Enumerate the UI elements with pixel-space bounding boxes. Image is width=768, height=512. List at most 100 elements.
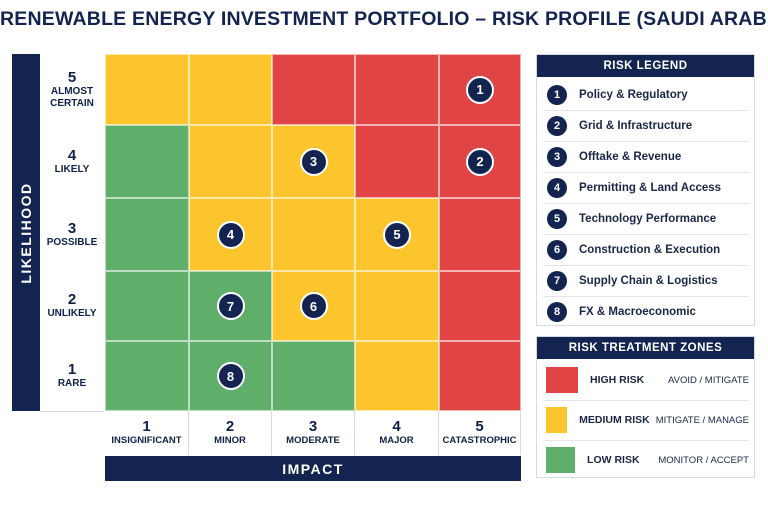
likelihood-name: ALMOST <box>50 85 94 97</box>
risk-marker-7: 7 <box>216 292 245 320</box>
legend-item-8: 8 FX & Macroeconomic <box>543 296 749 327</box>
likelihood-name: LIKELY <box>54 163 90 175</box>
matrix-cell-red <box>439 271 521 341</box>
matrix-cell-yellow <box>189 54 272 125</box>
impact-number: 2 <box>225 418 235 435</box>
impact-label-1: 1 INSIGNIFICANT <box>105 411 189 455</box>
legend-label: Policy & Regulatory <box>579 88 688 101</box>
legend-item-2: 2 Grid & Infrastructure <box>543 110 749 142</box>
risk-marker-8: 8 <box>216 362 245 390</box>
impact-number: 1 <box>142 418 151 435</box>
matrix-cell-yellow <box>355 271 439 341</box>
legend-number-badge: 3 <box>547 146 567 167</box>
impact-label-5: 5 CATASTROPHIC <box>439 411 521 455</box>
likelihood-number: 1 <box>67 361 77 378</box>
legend-number-badge: 1 <box>547 84 567 105</box>
zone-swatch <box>546 447 576 473</box>
matrix-cell-green <box>105 271 189 341</box>
risk-legend-panel: RISK LEGEND 1 Policy & Regulatory 2 Grid & … <box>536 54 755 326</box>
legend-item-7: 7 Supply Chain & Logistics <box>543 265 749 297</box>
zone-name: MEDIUM RISK <box>579 414 650 426</box>
impact-number: 4 <box>392 418 401 435</box>
legend-number-badge: 8 <box>547 301 567 322</box>
zone-action: MITIGATE / MANAGE <box>655 414 749 426</box>
matrix-cell-red <box>272 54 355 125</box>
legend-label: FX & Macroeconomic <box>579 305 696 318</box>
legend-label: Grid & Infrastructure <box>579 119 693 132</box>
legend-label: Offtake & Revenue <box>579 150 682 163</box>
zone-name: LOW RISK <box>587 454 640 466</box>
likelihood-name: CERTAIN <box>50 97 94 109</box>
legend-number-badge: 5 <box>547 208 567 229</box>
legend-item-5: 5 Technology Performance <box>543 203 749 235</box>
legend-item-3: 3 Offtake & Revenue <box>543 141 749 173</box>
matrix-cell-yellow <box>105 54 189 125</box>
impact-number: 5 <box>475 418 484 435</box>
likelihood-number: 3 <box>67 219 77 237</box>
impact-name: INSIGNIFICANT <box>111 435 182 446</box>
y-axis-title-bar: LIKELIHOOD <box>12 54 40 411</box>
legend-number-badge: 6 <box>547 239 567 260</box>
zone-name: HIGH RISK <box>590 374 645 386</box>
matrix-cell-yellow <box>189 125 272 198</box>
impact-name: CATASTROPHIC <box>442 435 517 446</box>
matrix-cell-yellow <box>355 341 439 411</box>
matrix-cell-red <box>439 198 521 271</box>
matrix-cell-green <box>105 341 189 411</box>
likelihood-label-4: 4 LIKELY <box>40 125 104 199</box>
zone-swatch <box>546 367 578 393</box>
zone-green: LOW RISK MONITOR / ACCEPT <box>543 440 749 480</box>
legend-number-badge: 2 <box>547 115 567 136</box>
matrix-cell-red <box>355 125 439 198</box>
impact-name: MAJOR <box>379 435 414 446</box>
likelihood-label-3: 3 POSSIBLE <box>40 198 104 272</box>
likelihood-label-5: 5 ALMOST CERTAIN <box>40 54 104 126</box>
zone-yellow: MEDIUM RISK MITIGATE / MANAGE <box>543 400 749 441</box>
legend-item-6: 6 Construction & Execution <box>543 234 749 266</box>
likelihood-label-2: 2 UNLIKELY <box>40 271 104 342</box>
impact-label-3: 3 MODERATE <box>272 411 355 455</box>
risk-marker-5: 5 <box>383 220 411 249</box>
matrix-cell-green <box>105 198 189 271</box>
risk-marker-1: 1 <box>466 75 494 104</box>
matrix-cell-yellow <box>272 198 355 271</box>
matrix-cell-green <box>272 341 355 411</box>
legend-item-4: 4 Permitting & Land Access <box>543 172 749 204</box>
zone-swatch <box>546 407 568 433</box>
matrix-cell-green <box>105 125 189 198</box>
legend-number-badge: 7 <box>547 270 567 291</box>
risk-marker-3: 3 <box>299 147 328 176</box>
impact-number: 3 <box>308 418 318 435</box>
zone-action: MONITOR / ACCEPT <box>658 454 749 466</box>
impact-labels: 1 INSIGNIFICANT 2 MINOR 3 MODERATE 4 MAJOR 5 CATA… <box>105 411 521 455</box>
risk-zones-panel: RISK TREATMENT ZONES HIGH RISK AVOID / MI… <box>536 336 755 478</box>
risk-marker-2: 2 <box>466 147 494 176</box>
legend-label: Construction & Execution <box>579 243 721 256</box>
legend-label: Supply Chain & Logistics <box>579 274 718 287</box>
likelihood-label-1: 1 RARE <box>40 341 104 412</box>
matrix-cell-red <box>439 341 521 411</box>
y-axis-title: LIKELIHOOD <box>18 181 34 284</box>
impact-name: MODERATE <box>286 435 340 446</box>
legend-item-1: 1 Policy & Regulatory <box>543 79 749 111</box>
likelihood-number: 4 <box>67 146 77 164</box>
legend-number-badge: 4 <box>547 177 567 198</box>
impact-name: MINOR <box>214 435 246 446</box>
page-title: RENEWABLE ENERGY INVESTMENT PORTFOLIO – … <box>0 8 768 30</box>
risk-marker-4: 4 <box>216 220 245 249</box>
risk-matrix: 1 2 3 4 5 6 7 8 <box>105 54 521 411</box>
legend-label: Permitting & Land Access <box>579 181 722 194</box>
zone-action: AVOID / MITIGATE <box>668 374 749 386</box>
likelihood-number: 5 <box>67 68 77 86</box>
risk-legend-title: RISK LEGEND <box>537 55 754 77</box>
impact-label-2: 2 MINOR <box>189 411 272 455</box>
impact-label-4: 4 MAJOR <box>355 411 439 455</box>
likelihood-number: 2 <box>67 291 77 308</box>
legend-label: Technology Performance <box>579 212 717 225</box>
risk-marker-6: 6 <box>299 292 328 320</box>
x-axis-title: IMPACT <box>105 456 521 481</box>
likelihood-name: RARE <box>57 378 87 389</box>
likelihood-name: POSSIBLE <box>46 236 98 248</box>
risk-zones-title: RISK TREATMENT ZONES <box>537 337 754 359</box>
matrix-cell-red <box>355 54 439 125</box>
